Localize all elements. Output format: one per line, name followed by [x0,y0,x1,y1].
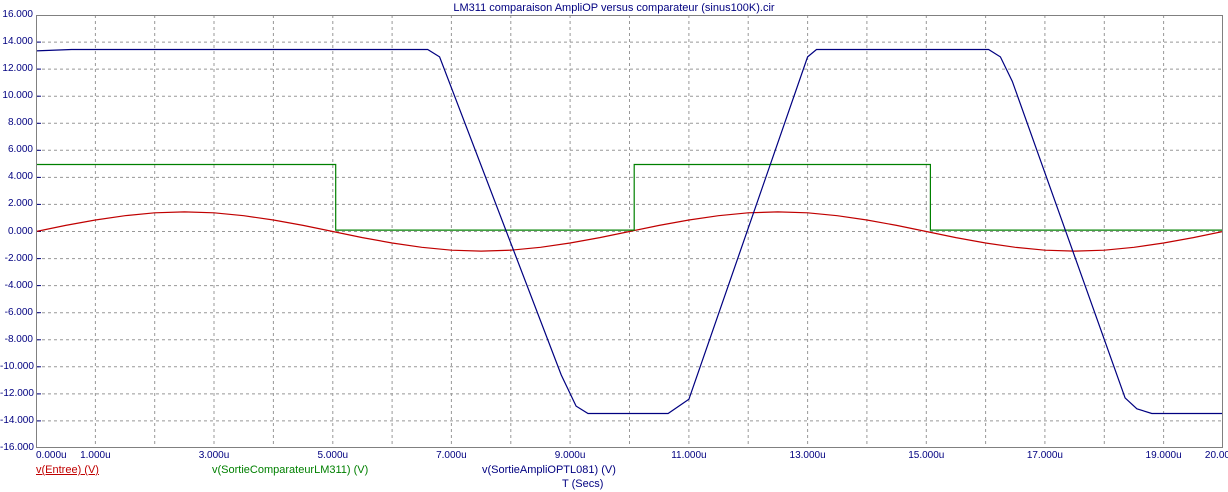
x-tick-label: 0.000u [36,450,67,461]
y-tick-label: -6.000 [4,306,33,318]
x-tick-label: 9.000u [554,450,586,461]
y-tick-label: 2.000 [7,198,33,210]
y-tick-label: -12.000 [0,387,34,399]
y-tick-label: 6.000 [7,144,33,156]
x-tick-label: 7.000u [436,450,467,461]
trace-series-0[interactable] [36,211,1223,252]
x-tick-label: 19.000u [1145,450,1182,461]
legend-v-sortie-ampliop-tl081[interactable]: v(SortieAmpliOPTL081) (V) [482,464,616,476]
waveform-canvas[interactable] [36,15,1223,448]
y-tick-label: -14.000 [0,414,34,426]
y-tick-label: 12.000 [2,63,33,75]
plot-area[interactable] [36,15,1223,448]
x-tick-label: 13.000u [789,450,826,461]
y-tick-label: -4.000 [4,279,33,291]
y-tick-label: -10.000 [0,360,34,372]
x-tick-label: 3.000u [198,450,230,461]
plot-border [36,15,1223,448]
y-tick-label: 4.000 [7,171,33,183]
legend-v-sortie-comparateur-lm311[interactable]: v(SortieComparateurLM311) (V) [212,464,369,476]
x-tick-label: 11.000u [671,450,707,461]
x-axis-title: T (Secs) [562,478,604,490]
y-tick-label: 8.000 [7,117,33,129]
y-tick-label: 16.000 [2,9,33,20]
y-tick-label: 0.000 [7,225,33,237]
x-tick-label: 5.000u [317,450,349,461]
x-tick-label: 17.000u [1026,450,1063,461]
trace-series-2[interactable] [36,48,1223,415]
y-tick-label: -2.000 [4,252,33,264]
x-tick-label: 1.000u [80,450,111,461]
y-tick-label: -16.000 [0,442,34,453]
legend-v-entree[interactable]: v(Entree) (V) [36,464,99,476]
y-tick-label: 14.000 [2,36,33,48]
x-tick-label: 15.000u [908,450,945,461]
x-tick-label: 20.000u [1204,450,1228,461]
y-tick-label: -8.000 [4,333,33,345]
plot-title: LM311 comparaison AmpliOP versus compara… [453,2,775,14]
trace-series-1[interactable] [36,163,1223,231]
y-tick-label: 10.000 [2,90,33,102]
